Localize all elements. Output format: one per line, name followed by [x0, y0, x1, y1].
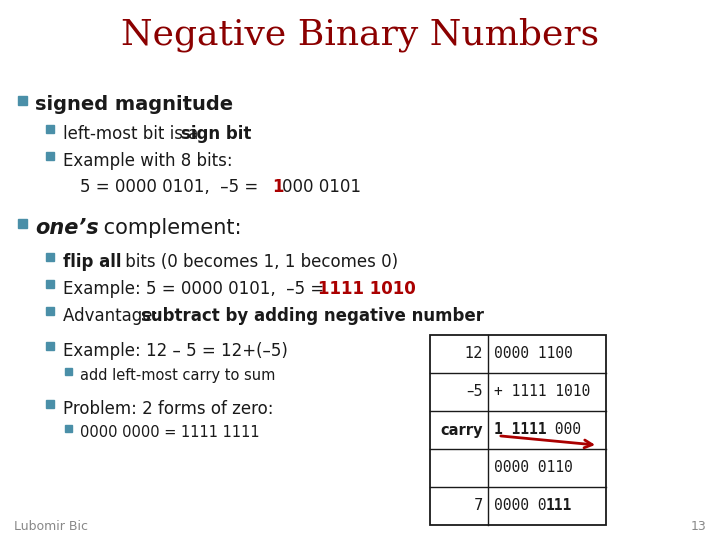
Text: Example: 5 = 0000 0101,  –5 =: Example: 5 = 0000 0101, –5 = — [63, 280, 330, 298]
Text: 0000 1100: 0000 1100 — [494, 347, 572, 361]
Text: 13: 13 — [690, 520, 706, 533]
Text: bits (0 becomes 1, 1 becomes 0): bits (0 becomes 1, 1 becomes 0) — [120, 253, 398, 271]
Text: 7: 7 — [474, 498, 483, 514]
Text: signed magnitude: signed magnitude — [35, 95, 233, 114]
Text: subtract by adding negative number: subtract by adding negative number — [141, 307, 484, 325]
Bar — [46, 400, 54, 408]
Bar — [65, 368, 71, 375]
Text: 000 0101: 000 0101 — [282, 178, 361, 196]
Text: flip all: flip all — [63, 253, 122, 271]
Text: complement:: complement: — [97, 218, 241, 238]
Text: 12: 12 — [464, 347, 483, 361]
Text: sign bit: sign bit — [181, 125, 251, 143]
Text: 1111 1010: 1111 1010 — [318, 280, 415, 298]
Text: 1: 1 — [272, 178, 284, 196]
Bar — [65, 424, 71, 431]
Text: 0000 0: 0000 0 — [494, 498, 546, 514]
Text: 5 = 0000 0101,  –5 =: 5 = 0000 0101, –5 = — [80, 178, 264, 196]
Text: Lubomir Bic: Lubomir Bic — [14, 520, 88, 533]
Text: + 1111 1010: + 1111 1010 — [494, 384, 590, 400]
Bar — [46, 152, 54, 160]
Bar — [46, 280, 54, 288]
Text: 000: 000 — [546, 422, 581, 437]
Text: 111: 111 — [546, 498, 572, 514]
Bar — [46, 125, 54, 133]
Bar — [430, 335, 606, 525]
Text: Negative Binary Numbers: Negative Binary Numbers — [121, 18, 599, 52]
Text: 0000 0000 = 1111 1111: 0000 0000 = 1111 1111 — [80, 425, 260, 440]
Text: left-most bit is a: left-most bit is a — [63, 125, 204, 143]
Bar — [46, 342, 54, 350]
Text: 0000 0110: 0000 0110 — [494, 461, 572, 476]
Bar — [46, 307, 54, 315]
Bar — [46, 253, 54, 261]
Bar — [17, 219, 27, 227]
Text: add left-most carry to sum: add left-most carry to sum — [80, 368, 275, 383]
Bar — [17, 96, 27, 105]
Text: :: : — [183, 95, 189, 114]
Text: –5: –5 — [467, 384, 483, 400]
Text: one’s: one’s — [35, 218, 99, 238]
Text: Example with 8 bits:: Example with 8 bits: — [63, 152, 233, 170]
Text: Advantage:: Advantage: — [63, 307, 163, 325]
Text: 1 1111: 1 1111 — [494, 422, 546, 437]
Text: Problem: 2 forms of zero:: Problem: 2 forms of zero: — [63, 400, 274, 418]
Text: carry: carry — [441, 422, 483, 437]
Text: Example: 12 – 5 = 12+(–5): Example: 12 – 5 = 12+(–5) — [63, 342, 288, 360]
